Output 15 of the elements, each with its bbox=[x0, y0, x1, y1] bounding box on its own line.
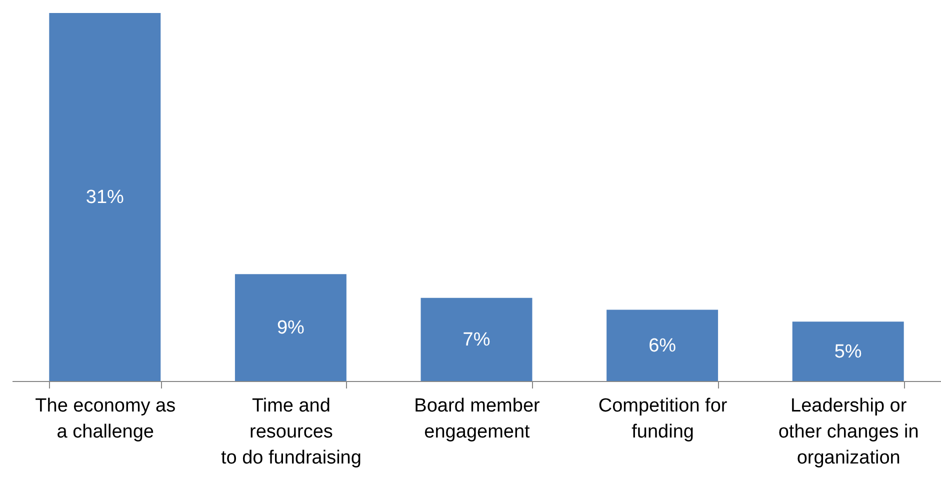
data-label: 9% bbox=[276, 318, 305, 339]
x-tick-label: Time and resources to do fundraising bbox=[220, 396, 362, 468]
bar bbox=[49, 13, 161, 381]
x-tick-label: Leadership or other changes in organization bbox=[778, 396, 919, 468]
data-label: 31% bbox=[86, 187, 124, 208]
data-label: 6% bbox=[648, 335, 676, 356]
x-tick-label: The economy as a challenge bbox=[35, 396, 176, 442]
bar bbox=[606, 310, 718, 381]
data-label: 5% bbox=[834, 341, 862, 362]
bar bbox=[234, 274, 346, 381]
x-tick-label: Board member engagement bbox=[414, 396, 540, 442]
bar bbox=[420, 298, 532, 381]
x-tick-label: Competition for funding bbox=[598, 396, 728, 442]
data-label: 7% bbox=[462, 329, 490, 350]
bar bbox=[792, 322, 904, 381]
